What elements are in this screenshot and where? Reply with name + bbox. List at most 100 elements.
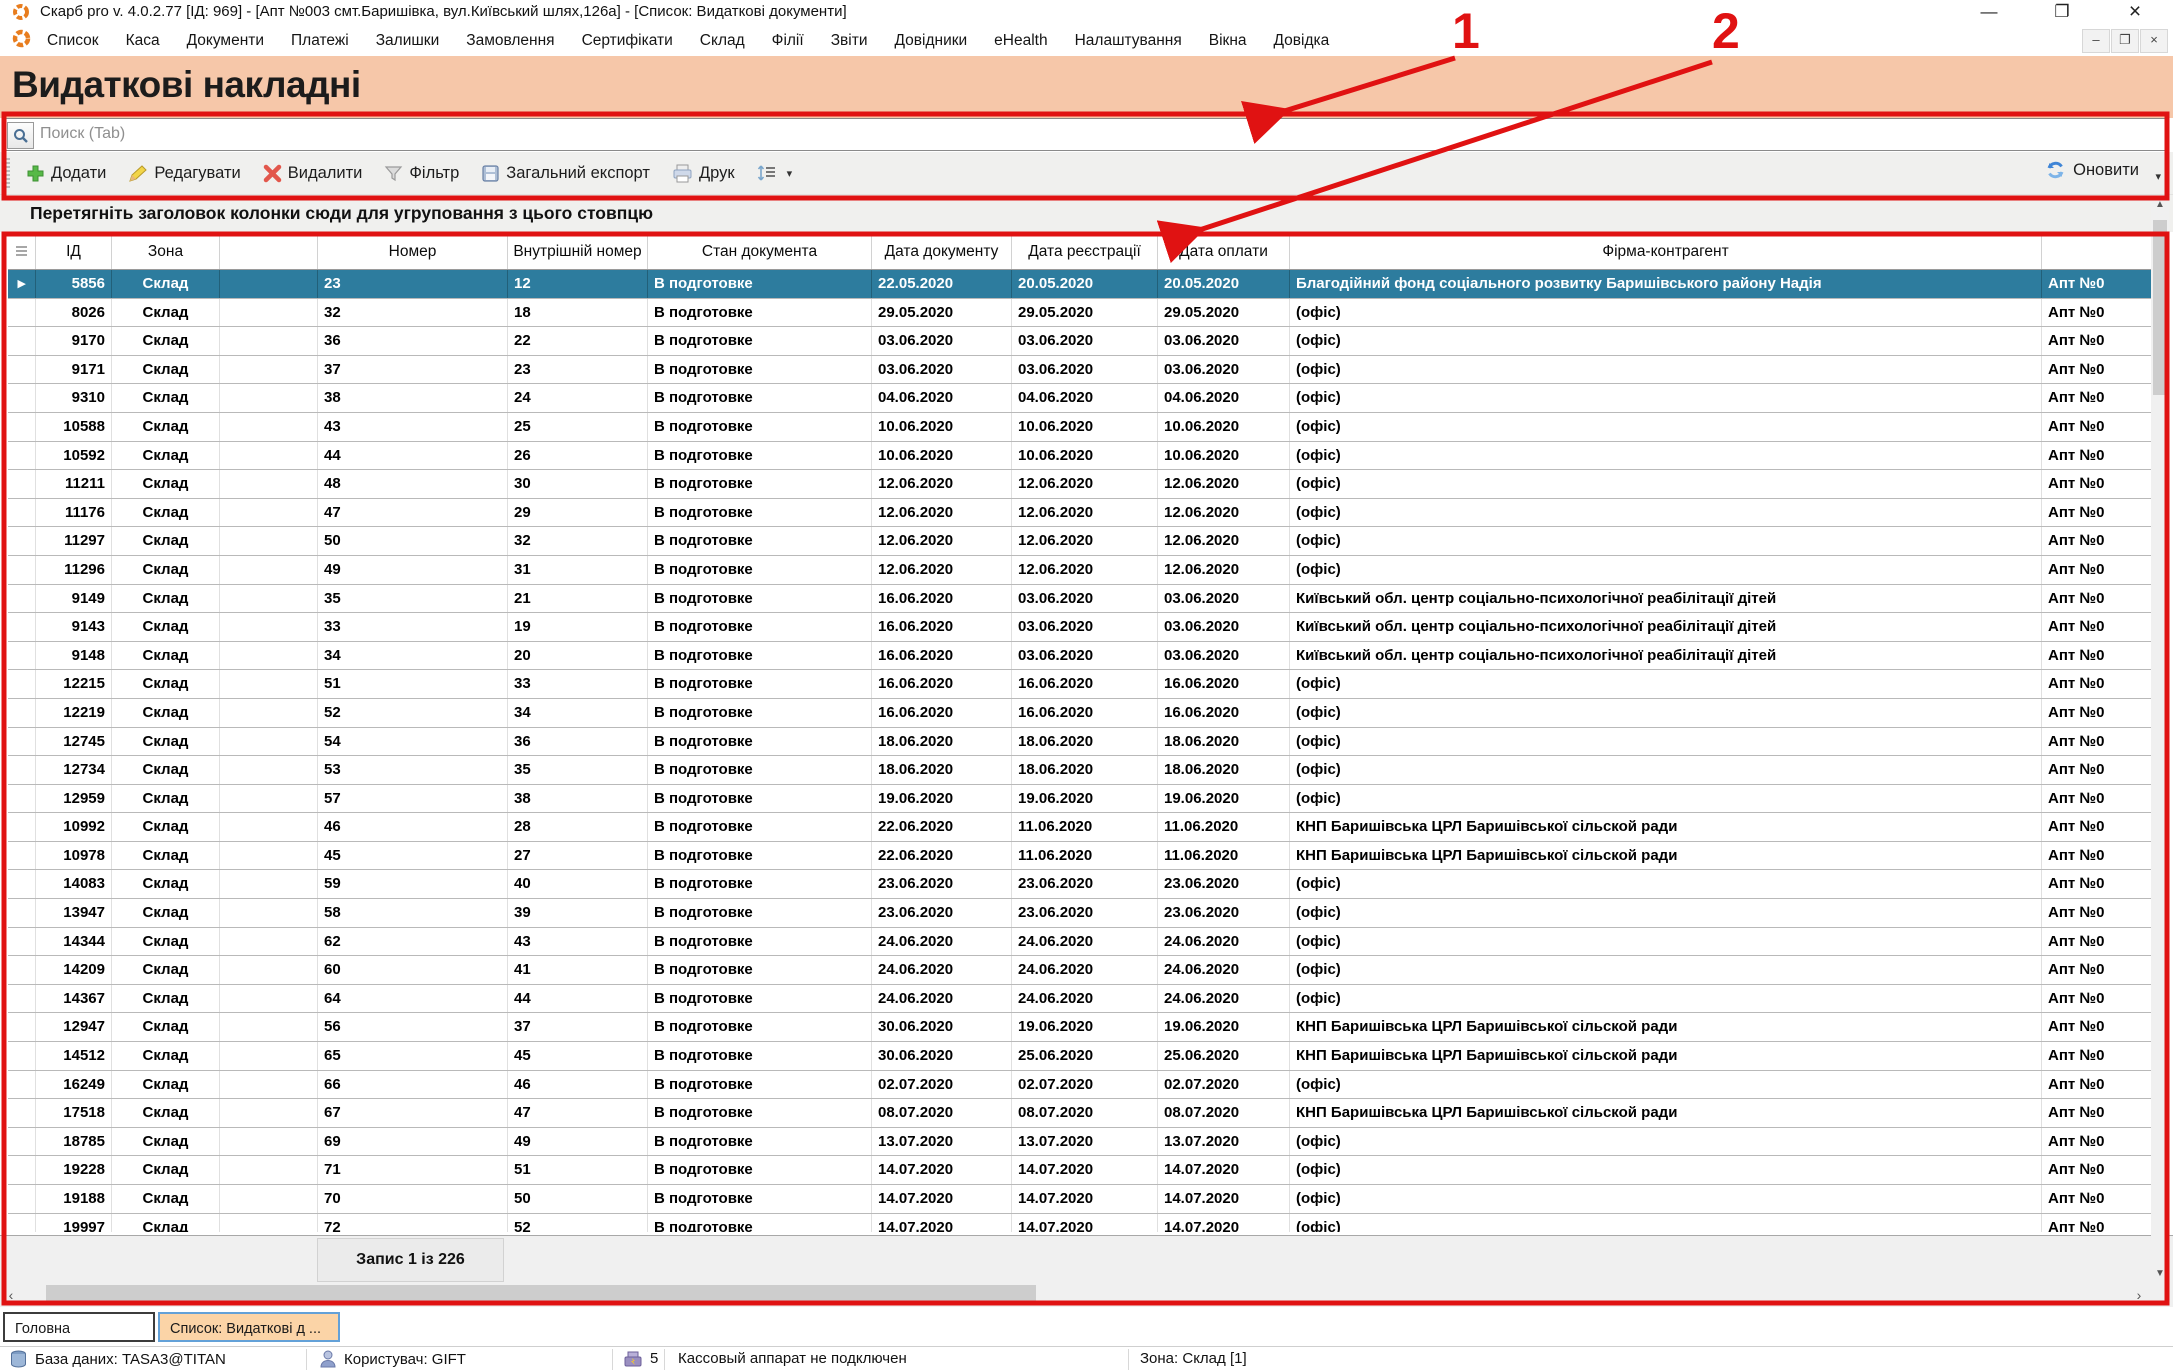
column-header-Зона[interactable]: Зона	[112, 235, 220, 269]
group-by-panel[interactable]: Перетягніть заголовок колонки сюди для у…	[0, 195, 2173, 232]
menu-item-zalyshky[interactable]: Залишки	[375, 31, 440, 49]
table-row[interactable]: 14512 Склад 65 45 В подготовке 30.06.2020 25.0…	[8, 1042, 2155, 1071]
menu-item-vikna[interactable]: Вікна	[1208, 31, 1247, 49]
scroll-up-icon[interactable]: ▲	[2155, 199, 2165, 210]
close-button[interactable]: ×	[2128, 0, 2142, 23]
menu-item-zamovlennia[interactable]: Замовлення	[466, 31, 555, 49]
table-row[interactable]: 14209 Склад 60 41 В подготовке 24.06.2020 24.0…	[8, 956, 2155, 985]
restore-button[interactable]: ❐	[2054, 2, 2070, 21]
table-row[interactable]: 19228 Склад 71 51 В подготовке 14.07.2020 14.0…	[8, 1156, 2155, 1185]
scroll-down-icon[interactable]: ▼	[2155, 1268, 2165, 1279]
minimize-button[interactable]: —	[1980, 2, 1998, 21]
menu-item-sertyfikaty[interactable]: Сертифікати	[581, 31, 673, 49]
menu-item-spysok[interactable]: Список	[47, 31, 99, 49]
table-row[interactable]: 10992 Склад 46 28 В подготовке 22.06.2020 11.0…	[8, 813, 2155, 842]
cell: Апт №0	[2042, 756, 2155, 784]
table-row[interactable]: 8026 Склад 32 18 В подготовке 29.05.2020 29.05…	[8, 298, 2155, 328]
table-row[interactable]: 13947 Склад 58 39 В подготовке 23.06.2020 23.0…	[8, 899, 2155, 928]
mdi-minimize-button[interactable]: –	[2082, 29, 2110, 53]
cell: Склад	[112, 470, 220, 498]
table-row[interactable]: 12215 Склад 51 33 В подготовке 16.06.2020 16.0…	[8, 670, 2155, 699]
row-indicator	[8, 1042, 36, 1070]
menu-item-sklad[interactable]: Склад	[699, 31, 745, 49]
cell: 11.06.2020	[1158, 813, 1290, 841]
menu-item-filii[interactable]: Філії	[771, 31, 804, 49]
table-row[interactable]: 19188 Склад 70 50 В подготовке 14.07.2020 14.0…	[8, 1185, 2155, 1214]
mdi-close-button[interactable]: ×	[2140, 29, 2168, 53]
column-header-Фірма-контрагент[interactable]: Фірма-контрагент	[1290, 235, 2042, 269]
column-header-Дата реєстрації[interactable]: Дата реєстрації	[1012, 235, 1158, 269]
refresh-button[interactable]: Оновити	[2045, 160, 2139, 180]
refresh-chevron-down-icon[interactable]: ▾	[2155, 171, 2161, 183]
table-row[interactable]: 14344 Склад 62 43 В подготовке 24.06.2020 24.0…	[8, 927, 2155, 957]
column-header-Дата оплати[interactable]: Дата оплати	[1158, 235, 1290, 269]
cell: 16.06.2020	[1012, 670, 1158, 698]
table-row[interactable]: 11296 Склад 49 31 В подготовке 12.06.2020 12.0…	[8, 555, 2155, 585]
table-row[interactable]: 9171 Склад 37 23 В подготовке 03.06.2020 03.06…	[8, 355, 2155, 385]
table-row[interactable]: 14367 Склад 64 44 В подготовке 24.06.2020 24.0…	[8, 984, 2155, 1014]
table-row[interactable]: 9149 Склад 35 21 В подготовке 16.06.2020 03.06…	[8, 584, 2155, 614]
table-row[interactable]: 11297 Склад 50 32 В подготовке 12.06.2020 12.0…	[8, 527, 2155, 556]
menu-item-platezhi[interactable]: Платежі	[291, 31, 349, 49]
column-header-Стан документа[interactable]: Стан документа	[648, 235, 872, 269]
column-header-col3[interactable]	[220, 235, 318, 269]
delete-button[interactable]: Видалити	[263, 164, 362, 183]
list-lines-icon	[757, 165, 775, 181]
toolbar-grip-handle[interactable]	[5, 158, 10, 188]
mdi-restore-button[interactable]: ❐	[2111, 29, 2139, 53]
table-row[interactable]: 18785 Склад 69 49 В подготовке 13.07.2020 13.0…	[8, 1127, 2155, 1157]
menu-item-ehealth[interactable]: eHealth	[994, 31, 1048, 49]
table-row[interactable]: 12947 Склад 56 37 В подготовке 30.06.2020 19.0…	[8, 1013, 2155, 1043]
table-row[interactable]: 10592 Склад 44 26 В подготовке 10.06.2020 10.0…	[8, 441, 2155, 471]
table-row[interactable]: 11176 Склад 47 29 В подготовке 12.06.2020 12.0…	[8, 498, 2155, 528]
menu-item-nalashtuvannia[interactable]: Налаштування	[1074, 31, 1182, 49]
column-header-Внутрішній номер[interactable]: Внутрішній номер	[508, 235, 648, 269]
menu-item-dovidka[interactable]: Довідка	[1273, 31, 1330, 49]
vertical-scrollbar[interactable]: ▲ ▼	[2151, 196, 2169, 1283]
search-icon[interactable]	[7, 122, 34, 149]
table-row[interactable]: 16249 Склад 66 46 В подготовке 02.07.2020 02.0…	[8, 1070, 2155, 1100]
scroll-right-icon[interactable]: ›	[2136, 1287, 2142, 1303]
menu-item-dovidnyky[interactable]: Довідники	[894, 31, 968, 49]
table-row[interactable]: 9143 Склад 33 19 В подготовке 16.06.2020 03.06…	[8, 613, 2155, 642]
column-header-Дата документу[interactable]: Дата документу	[872, 235, 1012, 269]
column-header-col11[interactable]	[2042, 235, 2155, 269]
menu-item-zvity[interactable]: Звіти	[830, 31, 868, 49]
export-button[interactable]: Загальний експорт	[481, 164, 650, 183]
table-row[interactable]: 12959 Склад 57 38 В подготовке 19.06.2020 19.0…	[8, 784, 2155, 814]
table-row[interactable]: 12219 Склад 52 34 В подготовке 16.06.2020 16.0…	[8, 698, 2155, 728]
menu-bar: Список Каса Документи Платежі Залишки За…	[0, 25, 2173, 56]
table-row[interactable]: ▸ 5856 Склад 23 12 В подготовке 22.05.2020 20.0…	[8, 270, 2155, 299]
table-row[interactable]: 17518 Склад 67 47 В подготовке 08.07.2020 08.0…	[8, 1099, 2155, 1128]
cell: Склад	[112, 698, 220, 727]
table-row[interactable]: 10588 Склад 43 25 В подготовке 10.06.2020 10.0…	[8, 412, 2155, 442]
table-row[interactable]: 9170 Склад 36 22 В подготовке 03.06.2020 03.06…	[8, 327, 2155, 356]
table-row[interactable]: 12734 Склад 53 35 В подготовке 18.06.2020 18.0…	[8, 756, 2155, 785]
filter-button[interactable]: Фільтр	[384, 164, 459, 183]
menu-item-dokumenty[interactable]: Документи	[186, 31, 265, 49]
table-row[interactable]: 19997 Склад 72 52 В подготовке 14.07.2020 14.0…	[8, 1213, 2155, 1232]
print-button[interactable]: Друк	[672, 164, 735, 183]
row-height-button[interactable]: ▾	[757, 164, 792, 182]
vertical-scroll-thumb[interactable]	[2153, 220, 2167, 395]
column-header-ІД[interactable]: ІД	[36, 235, 112, 269]
table-row[interactable]: 11211 Склад 48 30 В подготовке 12.06.2020 12.0…	[8, 470, 2155, 499]
table-row[interactable]: 9310 Склад 38 24 В подготовке 04.06.2020 04.06…	[8, 384, 2155, 413]
cell: Склад	[112, 555, 220, 584]
tab-home[interactable]: Головна	[3, 1312, 155, 1342]
horizontal-scroll-thumb[interactable]	[46, 1285, 1036, 1305]
table-row[interactable]: 10978 Склад 45 27 В подготовке 22.06.2020 11.0…	[8, 841, 2155, 871]
scroll-left-icon[interactable]: ‹	[8, 1287, 14, 1303]
edit-button[interactable]: Редагувати	[128, 164, 241, 183]
tab-list-vydatkovi[interactable]: Список: Видаткові д ...	[158, 1312, 340, 1342]
add-button[interactable]: Додати	[26, 164, 106, 183]
cell	[220, 956, 318, 984]
table-row[interactable]: 9148 Склад 34 20 В подготовке 16.06.2020 03.06…	[8, 641, 2155, 671]
table-row[interactable]: 12745 Склад 54 36 В подготовке 18.06.2020 18.0…	[8, 727, 2155, 757]
table-row[interactable]: 14083 Склад 59 40 В подготовке 23.06.2020 23.0…	[8, 870, 2155, 900]
column-header-Номер[interactable]: Номер	[318, 235, 508, 269]
horizontal-scrollbar[interactable]: ‹ ›	[0, 1283, 2173, 1307]
search-input[interactable]: Поиск (Tab)	[3, 118, 2169, 151]
column-header-col0[interactable]	[8, 235, 36, 269]
menu-item-kasa[interactable]: Каса	[125, 31, 160, 49]
